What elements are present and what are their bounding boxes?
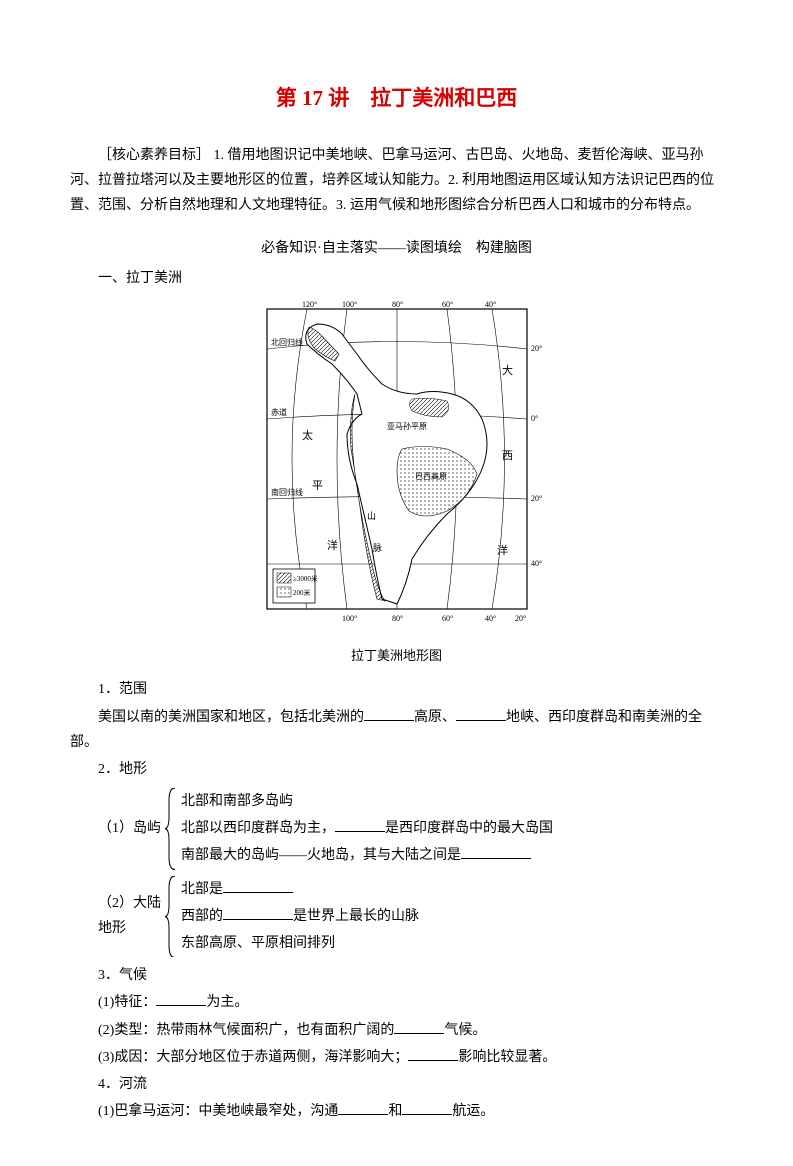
mainland-lines: 北部是 西部的 是世界上最长的山脉 东部高原、平原相间排列 [177, 876, 419, 958]
text: 北部以西印度群岛为主， [181, 821, 335, 836]
brazil-label: 巴西高原 [415, 471, 447, 481]
text: 北部是 [181, 882, 223, 897]
andes-label: 脉 [373, 542, 382, 553]
blank [456, 706, 506, 721]
line: 南部最大的岛屿——火地岛，其与大陆之间是 [181, 843, 553, 868]
lat-label: 0° [531, 414, 538, 423]
label-text: （2）大陆 [98, 891, 161, 916]
page: 第 17 讲 拉丁美洲和巴西 ［核心素养目标］ 1. 借用地图识记中美地峡、巴拿… [0, 0, 793, 1166]
blank [408, 1046, 458, 1061]
text: 高原、 [414, 710, 456, 725]
atlantic-label: 洋 [497, 543, 508, 557]
text: (1)巴拿马运河：中美地峡最窄处，沟通 [98, 1104, 338, 1119]
lon-label: 80° [392, 614, 403, 623]
item-1-body: 美国以南的美洲国家和地区，包括北美洲的高原、地峡、西印度群岛和南美洲的全部。 [70, 705, 723, 755]
map-svg: ≥3000米 200米 120° 100° 80° 60° 40° 100° 8… [247, 299, 547, 629]
blank [156, 991, 206, 1006]
brace-icon [165, 876, 177, 958]
mainland-group: （2）大陆 地形 北部是 西部的 是世界上最长的山脉 东部高原、平原相间排列 [98, 876, 723, 958]
objectives-para: ［核心素养目标］ 1. 借用地图识记中美地峡、巴拿马运河、古巴岛、火地岛、麦哲伦… [70, 143, 723, 219]
item-3: 3．气候 [70, 963, 723, 988]
text: 气候。 [444, 1023, 486, 1038]
item-4-1: (1)巴拿马运河：中美地峡最窄处，沟通 和 航运。 [70, 1099, 723, 1124]
item-3-2: (2)类型：热带雨林气候面积广，也有面积广阔的 气候。 [70, 1018, 723, 1043]
label-text: 地形 [98, 916, 161, 941]
blank [223, 905, 293, 920]
section-1-head: 一、拉丁美洲 [70, 266, 723, 291]
lon-label: 60° [442, 614, 453, 623]
islands-label: （1）岛屿 [98, 788, 165, 870]
line: 西部的 是世界上最长的山脉 [181, 904, 419, 929]
text: 为主。 [206, 995, 248, 1010]
lon-label: 40° [485, 614, 496, 623]
lon-label: 100° [342, 614, 357, 623]
equator-label: 赤道 [271, 407, 287, 417]
lon-label: 100° [342, 300, 357, 309]
text: (2)类型：热带雨林气候面积广，也有面积广阔的 [98, 1023, 394, 1038]
text: 是西印度群岛中的最大岛国 [385, 821, 553, 836]
page-title: 第 17 讲 拉丁美洲和巴西 [70, 80, 723, 118]
item-2: 2．地形 [70, 757, 723, 782]
legend-label: 200米 [293, 588, 311, 597]
map-figure: ≥3000米 200米 120° 100° 80° 60° 40° 100° 8… [70, 299, 723, 638]
blank [338, 1100, 388, 1115]
lat-label: 20° [531, 344, 542, 353]
text: (1)特征： [98, 995, 156, 1010]
lon-label: 80° [392, 300, 403, 309]
text: 美国以南的美洲国家和地区，包括北美洲的 [98, 710, 364, 725]
item-1: 1．范围 [70, 677, 723, 702]
text: 南部最大的岛屿——火地岛，其与大陆之间是 [181, 848, 461, 863]
text: 和 [388, 1104, 402, 1119]
item-4: 4．河流 [70, 1072, 723, 1097]
line: 东部高原、平原相间排列 [181, 931, 419, 956]
legend-swatch [277, 573, 291, 583]
islands-group: （1）岛屿 北部和南部多岛屿 北部以西印度群岛为主， 是西印度群岛中的最大岛国 南… [98, 788, 723, 870]
pacific-label: 平 [312, 480, 323, 492]
text: (3)成因：大部分地区位于赤道两侧，海洋影响大； [98, 1050, 408, 1065]
line: 北部和南部多岛屿 [181, 789, 553, 814]
blank [364, 706, 414, 721]
tropic-n-label: 北回归线 [271, 337, 303, 347]
islands-lines: 北部和南部多岛屿 北部以西印度群岛为主， 是西印度群岛中的最大岛国 南部最大的岛屿… [177, 788, 553, 870]
amazon-label: 亚马孙平原 [387, 421, 427, 431]
mainland-label: （2）大陆 地形 [98, 876, 165, 958]
andes-label: 山 [367, 511, 376, 521]
blank [223, 878, 293, 893]
brace-icon [165, 788, 177, 870]
line: 北部以西印度群岛为主， 是西印度群岛中的最大岛国 [181, 816, 553, 841]
legend-label: ≥3000米 [293, 574, 318, 583]
lat-label: 20° [531, 494, 542, 503]
atlantic-label: 大 [502, 363, 513, 377]
atlantic-label: 西 [502, 450, 513, 462]
text: 西部的 [181, 909, 223, 924]
label-text: （1）岛屿 [98, 816, 161, 841]
blank [335, 817, 385, 832]
pacific-label: 太 [302, 429, 313, 442]
lon-label: 120° [302, 300, 317, 309]
blank [461, 844, 531, 859]
text: 影响比较显著。 [458, 1050, 556, 1065]
pacific-label: 洋 [327, 538, 338, 552]
text: 是世界上最长的山脉 [293, 909, 419, 924]
subtitle: 必备知识·自主落实——读图填绘 构建脑图 [70, 236, 723, 261]
lat-label: 40° [531, 559, 542, 568]
blank [402, 1100, 452, 1115]
item-3-3: (3)成因：大部分地区位于赤道两侧，海洋影响大； 影响比较显著。 [70, 1045, 723, 1070]
blank [394, 1019, 444, 1034]
legend-swatch [277, 587, 291, 597]
lon-label: 40° [485, 300, 496, 309]
text: 航运。 [452, 1104, 494, 1119]
item-3-1: (1)特征： 为主。 [70, 990, 723, 1015]
objectives-label: ［核心素养目标］ [98, 148, 210, 163]
map-caption: 拉丁美洲地形图 [70, 644, 723, 667]
tropic-s-label: 南回归线 [271, 487, 303, 497]
lon-label: 60° [442, 300, 453, 309]
lon-label: 20° [515, 614, 526, 623]
line: 北部是 [181, 877, 419, 902]
